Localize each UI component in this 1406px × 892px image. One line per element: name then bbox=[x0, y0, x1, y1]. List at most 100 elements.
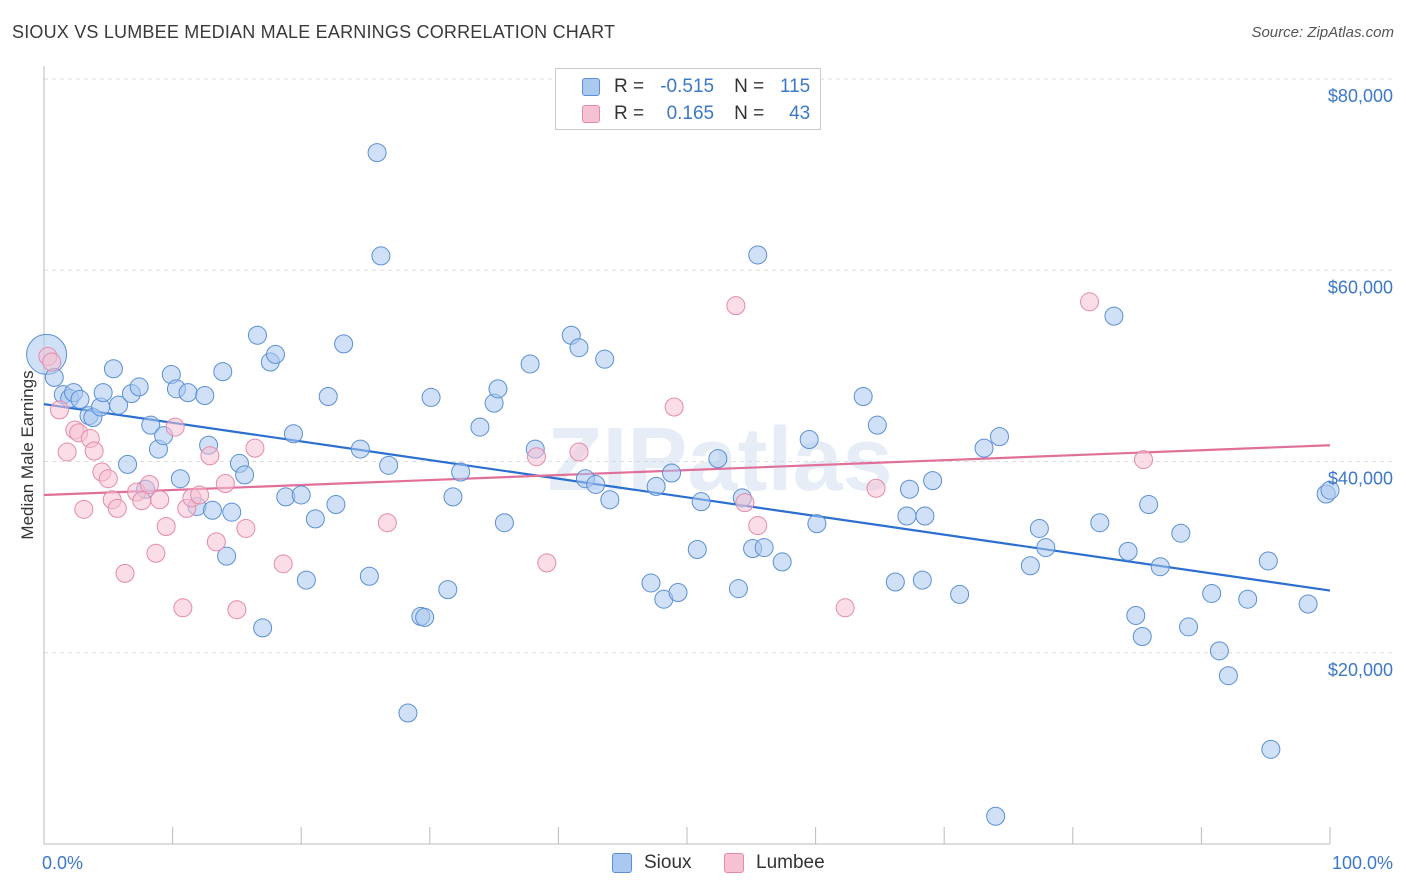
sioux-point bbox=[897, 506, 917, 526]
legend-r-label: R = bbox=[614, 103, 645, 124]
sioux-point bbox=[595, 349, 615, 369]
lumbee-point bbox=[49, 400, 69, 420]
sioux-point bbox=[247, 325, 267, 345]
sioux-point bbox=[646, 476, 666, 496]
sioux-point bbox=[253, 618, 273, 638]
sioux-point bbox=[885, 572, 905, 592]
sioux-point bbox=[600, 490, 620, 510]
lumbee-point bbox=[1080, 292, 1100, 312]
sioux-point bbox=[371, 246, 391, 266]
sioux-point bbox=[986, 806, 1006, 826]
lumbee-point bbox=[146, 543, 166, 563]
sioux-point bbox=[283, 424, 303, 444]
sioux-point bbox=[1171, 523, 1191, 543]
legend-label-lumbee: Lumbee bbox=[756, 852, 825, 873]
sioux-point bbox=[1090, 513, 1110, 533]
sioux-point bbox=[853, 386, 873, 406]
correlation-legend: R = -0.515 N = 115 R = 0.165 N = 43 bbox=[555, 68, 821, 130]
lumbee-point bbox=[569, 442, 589, 462]
sioux-point bbox=[118, 454, 138, 474]
sioux-point bbox=[195, 386, 215, 406]
lumbee-point bbox=[190, 485, 210, 505]
sioux-point bbox=[1320, 480, 1340, 500]
lumbee-point bbox=[1134, 450, 1154, 470]
sioux-point bbox=[641, 573, 661, 593]
lumbee-point bbox=[835, 598, 855, 618]
y-tick-label: $40,000 bbox=[1328, 469, 1393, 489]
sioux-point bbox=[867, 415, 887, 435]
sioux-point bbox=[170, 469, 190, 489]
lumbee-point bbox=[139, 474, 159, 494]
sioux-point bbox=[1020, 556, 1040, 576]
x-tick-label: 100.0% bbox=[1332, 853, 1393, 873]
lumbee-point bbox=[735, 493, 755, 513]
lumbee-point bbox=[527, 447, 547, 467]
sioux-point bbox=[421, 387, 441, 407]
lumbee-point bbox=[726, 296, 746, 316]
grid-lines bbox=[44, 78, 1394, 654]
y-tick-label: $20,000 bbox=[1328, 660, 1393, 680]
sioux-point bbox=[807, 514, 827, 534]
sioux-point bbox=[520, 354, 540, 374]
sioux-point bbox=[1258, 551, 1278, 571]
lumbee-point bbox=[215, 473, 235, 493]
sioux-point bbox=[103, 359, 123, 379]
sioux-point bbox=[1261, 739, 1281, 759]
sioux-point bbox=[662, 463, 682, 483]
legend-row-lumbee: R = 0.165 N = 43 bbox=[582, 102, 810, 126]
sioux-point bbox=[708, 449, 728, 469]
sioux-point bbox=[109, 395, 129, 415]
sioux-point bbox=[217, 546, 237, 566]
lumbee-point bbox=[866, 478, 886, 498]
sioux-point bbox=[415, 607, 435, 627]
sioux-point bbox=[222, 502, 242, 522]
lumbee-point bbox=[377, 513, 397, 533]
sioux-point bbox=[367, 143, 387, 163]
sioux-point bbox=[213, 362, 233, 382]
sioux-point bbox=[318, 386, 338, 406]
lumbee-swatch bbox=[724, 853, 744, 873]
legend-r-value: -0.515 bbox=[660, 76, 715, 97]
sioux-point bbox=[1202, 583, 1222, 603]
lumbee-point bbox=[107, 498, 127, 518]
sioux-point bbox=[334, 334, 354, 354]
sioux-swatch bbox=[582, 78, 600, 96]
lumbee-point bbox=[98, 469, 118, 489]
sioux-point bbox=[899, 479, 919, 499]
x-tick-label: 0.0% bbox=[42, 853, 83, 873]
y-tick-label: $60,000 bbox=[1328, 277, 1393, 297]
sioux-point bbox=[202, 500, 222, 520]
sioux-point bbox=[728, 579, 748, 599]
y-axis-label: Median Male Earnings bbox=[18, 370, 37, 539]
sioux-point bbox=[772, 552, 792, 572]
sioux-point bbox=[359, 566, 379, 586]
lumbee-point bbox=[115, 563, 135, 583]
sioux-point bbox=[1218, 666, 1238, 686]
lumbee-point bbox=[206, 532, 226, 552]
lumbee-point bbox=[273, 554, 293, 574]
legend-n-label: N = bbox=[734, 103, 765, 124]
lumbee-point bbox=[537, 553, 557, 573]
legend-item-lumbee: Lumbee bbox=[724, 852, 825, 874]
lumbee-point bbox=[132, 491, 152, 511]
legend-r-value: 0.165 bbox=[666, 103, 715, 124]
lumbee-point bbox=[245, 438, 265, 458]
sioux-point bbox=[235, 465, 255, 485]
sioux-point bbox=[265, 344, 285, 364]
sioux-point bbox=[178, 383, 198, 403]
sioux-point bbox=[93, 383, 113, 403]
sioux-point bbox=[1126, 605, 1146, 625]
lumbee-point bbox=[84, 441, 104, 461]
sioux-point bbox=[586, 474, 606, 494]
legend-r-label: R = bbox=[614, 76, 645, 97]
lumbee-point bbox=[57, 442, 77, 462]
sioux-point bbox=[438, 580, 458, 600]
lumbee-swatch bbox=[582, 105, 600, 123]
axes bbox=[43, 66, 1331, 845]
sioux-point bbox=[912, 570, 932, 590]
sioux-trend-line bbox=[43, 403, 1331, 592]
sioux-point bbox=[350, 439, 370, 459]
x-tick-labels: 0.0% 100.0% bbox=[42, 853, 1393, 873]
sioux-point bbox=[915, 506, 935, 526]
